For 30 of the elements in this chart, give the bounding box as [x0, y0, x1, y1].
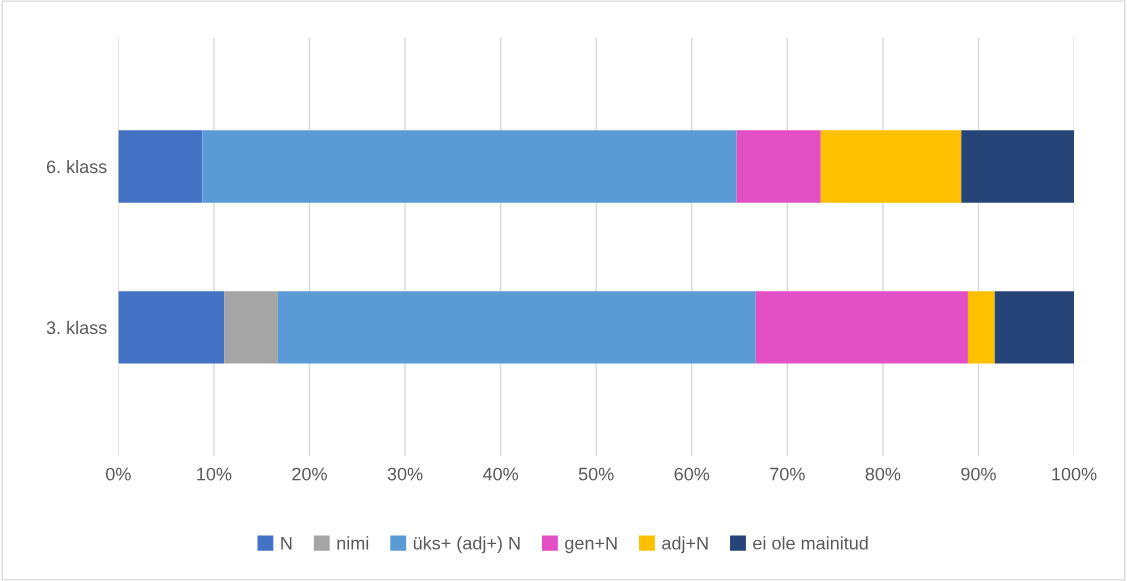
bar: [961, 130, 1075, 203]
bar: [967, 291, 995, 364]
bar: [118, 130, 203, 203]
x-tick-label: 50%: [578, 467, 614, 481]
x-tick-label: 60%: [674, 467, 710, 481]
bar: [755, 291, 968, 364]
x-tick-label: 0%: [105, 467, 131, 481]
legend-label: N: [281, 536, 292, 550]
x-tick-label: 80%: [865, 467, 901, 481]
x-tick-label: 30%: [387, 467, 423, 481]
x-tick-label: 40%: [482, 467, 519, 481]
legend-label: ei ole mainitud: [753, 536, 868, 550]
x-tick-label: 20%: [292, 467, 327, 481]
legend-label: gen+N: [565, 536, 617, 554]
bar: [736, 130, 821, 203]
bar: [277, 291, 756, 364]
bar: [820, 130, 962, 203]
legend-label: adj+N: [662, 536, 708, 554]
x-tick-label: 90%: [961, 467, 996, 481]
bar: [224, 291, 278, 364]
bar: [202, 130, 737, 203]
legend-label: nimi: [337, 536, 369, 550]
legend-label: üks+ (adj+) N: [413, 536, 520, 554]
x-tick-label: 100%: [1052, 467, 1097, 481]
x-tick-label: 10%: [197, 467, 232, 481]
x-tick-label: 70%: [770, 467, 805, 481]
y-tick-label: 3. klass: [46, 320, 107, 335]
y-tick-label: 6. klass: [46, 159, 107, 174]
bar: [118, 291, 225, 364]
bar: [994, 291, 1075, 364]
